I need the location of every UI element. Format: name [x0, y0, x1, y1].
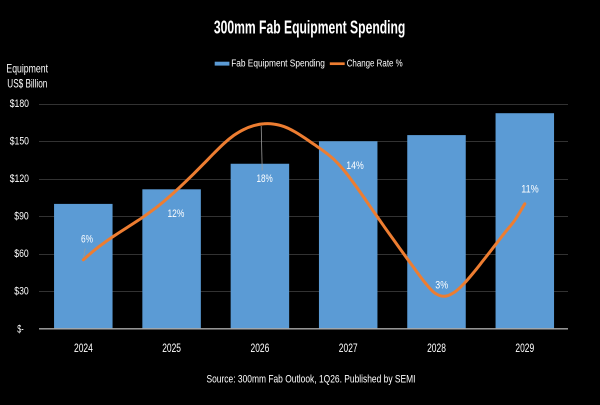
svg-text:3%: 3% — [435, 280, 448, 292]
svg-text:Fab Equipment Spending: Fab Equipment Spending — [231, 59, 325, 70]
svg-text:$-: $- — [17, 323, 24, 335]
svg-text:2029: 2029 — [515, 341, 534, 355]
svg-text:2026: 2026 — [251, 341, 270, 355]
svg-text:12%: 12% — [167, 208, 184, 220]
svg-text:$30: $30 — [14, 286, 28, 298]
svg-text:2024: 2024 — [74, 341, 93, 355]
svg-text:2027: 2027 — [339, 341, 358, 355]
svg-text:Change Rate %: Change Rate % — [347, 59, 403, 70]
svg-text:6%: 6% — [81, 234, 93, 246]
svg-text:US$ Billion: US$ Billion — [7, 77, 47, 91]
svg-text:$90: $90 — [14, 211, 28, 223]
svg-text:2025: 2025 — [162, 341, 181, 355]
svg-text:Source: 300mm Fab Outlook, 1Q2: Source: 300mm Fab Outlook, 1Q26. Publish… — [207, 373, 416, 385]
svg-text:$180: $180 — [10, 98, 29, 110]
svg-text:300mm Fab Equipment Spending: 300mm Fab Equipment Spending — [214, 17, 406, 37]
svg-text:18%: 18% — [256, 173, 272, 185]
svg-text:Equipment: Equipment — [6, 62, 48, 76]
svg-text:$60: $60 — [14, 248, 28, 260]
svg-text:2028: 2028 — [427, 341, 446, 355]
svg-text:$150: $150 — [10, 136, 29, 148]
svg-text:$120: $120 — [10, 173, 29, 185]
svg-text:14%: 14% — [346, 160, 364, 172]
svg-text:11%: 11% — [521, 184, 539, 196]
